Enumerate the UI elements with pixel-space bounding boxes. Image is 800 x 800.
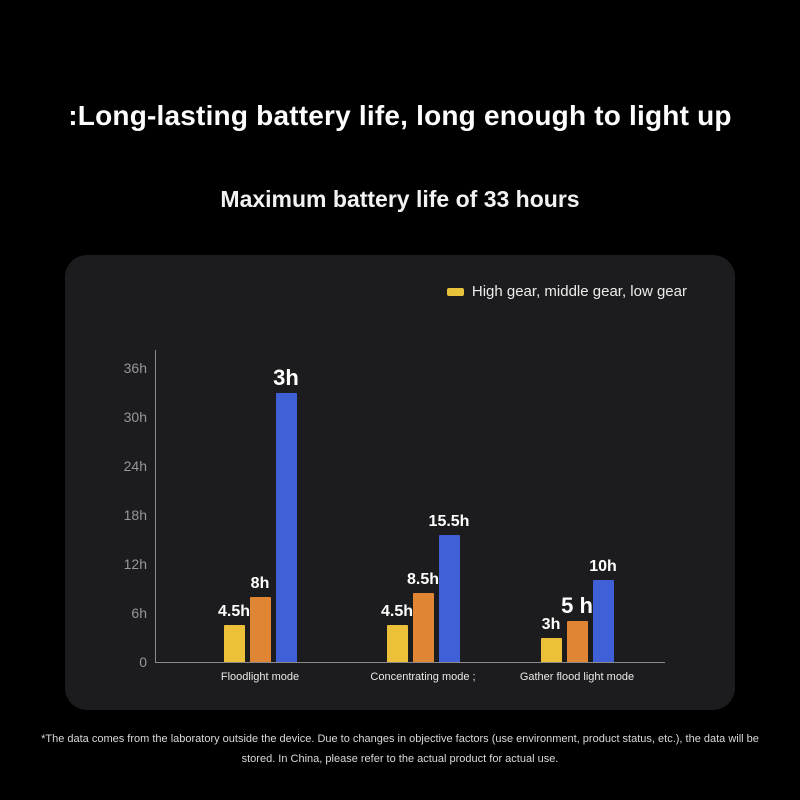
- y-tick-label: 18h: [123, 507, 147, 523]
- bar: [223, 625, 245, 662]
- legend-swatch-icon: [446, 287, 464, 296]
- bar: [412, 592, 434, 662]
- bar: [249, 596, 271, 662]
- bar: [566, 621, 588, 662]
- bar-label: 8h: [250, 574, 270, 592]
- bar: [275, 392, 297, 662]
- bar-label: 10h: [589, 558, 617, 576]
- bar-label: 4.5h: [380, 603, 414, 621]
- bar: [386, 625, 408, 662]
- page-title: :Long-lasting battery life, long enough …: [68, 100, 732, 131]
- y-axis-line: [155, 350, 156, 662]
- bar: [592, 580, 614, 662]
- x-axis-line: [155, 662, 665, 663]
- bar-label: 3h: [273, 364, 299, 390]
- footnote-line-1: *The data comes from the laboratory outs…: [41, 733, 759, 745]
- bar: [438, 535, 460, 662]
- page-subtitle: Maximum battery life of 33 hours: [220, 186, 580, 212]
- x-category-label: Floodlight mode: [220, 671, 300, 683]
- bar: [540, 637, 562, 662]
- chart-panel: High gear, middle gear, low gear 0 6h 12h 1…: [65, 255, 735, 710]
- bar-label: 5 h: [561, 593, 593, 619]
- legend-label: High gear, middle gear, low gear: [471, 283, 687, 300]
- chart-legend: High gear, middle gear, low gear: [446, 283, 687, 300]
- bar-label: 15.5h: [428, 513, 470, 531]
- bar-label: 8.5h: [406, 570, 440, 588]
- y-tick-label: 36h: [123, 360, 147, 376]
- bar-label: 3h: [541, 615, 561, 633]
- bar-label: 4.5h: [217, 603, 251, 621]
- y-tick-label: 30h: [123, 409, 147, 425]
- y-tick-label: 6h: [131, 605, 147, 621]
- x-category-label: Concentrating mode ;: [370, 671, 476, 683]
- y-tick-label: 12h: [123, 556, 147, 572]
- y-tick-label: 24h: [123, 458, 147, 474]
- footnote: *The data comes from the laboratory outs…: [0, 729, 800, 769]
- footnote-line-2: stored. In China, please refer to the ac…: [241, 753, 559, 765]
- x-category-label: Gather flood light mode: [519, 671, 635, 683]
- y-tick-label: 0: [139, 654, 147, 670]
- bar-chart: 0 6h 12h 18h 24h 30h 36h 4.5h 8h 3h Floodlight mod…: [65, 255, 735, 710]
